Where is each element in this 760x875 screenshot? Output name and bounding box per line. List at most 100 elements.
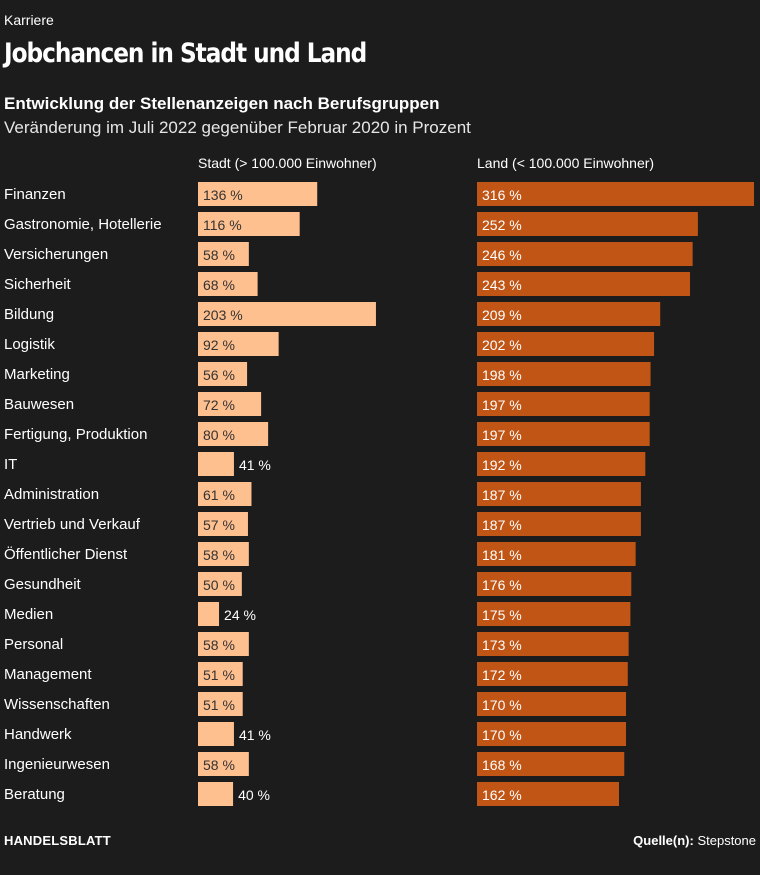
category-label: Sicherheit: [4, 276, 72, 293]
data-label: 116 %: [203, 217, 242, 233]
data-label: 192 %: [482, 457, 522, 473]
bar-land: [477, 242, 693, 266]
data-label: 246 %: [482, 247, 522, 263]
bar-stadt: [198, 422, 269, 446]
category-label: Bauwesen: [4, 396, 74, 413]
bar-stadt: [198, 542, 249, 566]
bar-stadt: [198, 662, 243, 686]
data-label: 197 %: [482, 427, 522, 443]
data-label: 58 %: [203, 547, 235, 563]
bar-stadt: [198, 602, 220, 626]
data-label: 136 %: [203, 187, 243, 203]
category-label: Marketing: [4, 366, 70, 383]
category-label: Administration: [4, 486, 99, 503]
data-label: 198 %: [482, 367, 522, 383]
bar-land: [477, 662, 628, 686]
bar-stadt: [198, 452, 234, 476]
category-label: Öffentlicher Dienst: [4, 545, 128, 563]
data-label: 92 %: [203, 337, 235, 353]
data-label: 173 %: [482, 637, 522, 653]
bar-stadt: [198, 512, 248, 536]
data-label: 203 %: [203, 307, 243, 323]
bar-land: [477, 302, 661, 326]
data-label: 72 %: [203, 397, 235, 413]
data-label: 80 %: [203, 427, 235, 443]
bar-land: [477, 452, 646, 476]
data-label: 170 %: [482, 727, 522, 743]
data-label: 202 %: [482, 337, 522, 353]
data-label: 175 %: [482, 607, 522, 623]
data-label: 243 %: [482, 277, 522, 293]
bar-stadt: [198, 482, 252, 506]
bar-land: [477, 212, 698, 236]
source-value: Stepstone: [697, 833, 756, 848]
data-label: 58 %: [203, 247, 235, 263]
data-label: 168 %: [482, 757, 522, 773]
chart-subtitle: Entwicklung der Stellenanzeigen nach Ber…: [4, 94, 440, 113]
category-label: Bildung: [4, 306, 54, 323]
bar-land: [477, 272, 691, 296]
bar-land: [477, 602, 631, 626]
bar-stadt: [198, 722, 234, 746]
bar-stadt: [198, 572, 242, 596]
bar-land: [477, 782, 620, 806]
bar-stadt: [198, 212, 300, 236]
category-label: Vertrieb und Verkauf: [4, 516, 141, 533]
bar-stadt: [198, 302, 376, 326]
data-label: 58 %: [203, 757, 235, 773]
category-label: Beratung: [4, 786, 65, 803]
category-label: IT: [4, 456, 17, 473]
bar-stadt: [198, 242, 249, 266]
data-label: 41 %: [239, 727, 271, 743]
bar-land: [477, 182, 754, 206]
category-label: Medien: [4, 606, 53, 623]
bar-land: [477, 632, 629, 656]
data-label: 170 %: [482, 697, 522, 713]
data-label: 316 %: [482, 187, 522, 203]
bar-land: [477, 512, 641, 536]
data-label: 58 %: [203, 637, 235, 653]
data-label: 197 %: [482, 397, 522, 413]
bar-stadt: [198, 632, 249, 656]
data-label: 57 %: [203, 517, 235, 533]
bar-land: [477, 332, 655, 356]
data-label: 187 %: [482, 487, 522, 503]
data-label: 56 %: [203, 367, 235, 383]
bar-stadt: [198, 392, 262, 416]
category-label: Personal: [4, 636, 63, 653]
kicker: Karriere: [4, 12, 54, 28]
bar-stadt: [198, 362, 248, 386]
bar-stadt: [198, 182, 318, 206]
data-label: 51 %: [203, 667, 235, 683]
data-label: 172 %: [482, 667, 522, 683]
data-label: 50 %: [203, 577, 235, 593]
bar-stadt: [198, 692, 243, 716]
bar-land: [477, 572, 632, 596]
chart-title: Jobchancen in Stadt und Land: [4, 38, 367, 69]
bar-land: [477, 752, 625, 776]
bar-land: [477, 692, 627, 716]
data-label: 209 %: [482, 307, 522, 323]
data-label: 51 %: [203, 697, 235, 713]
category-label: Ingenieurwesen: [4, 756, 110, 773]
data-label: 162 %: [482, 787, 522, 803]
category-label: Handwerk: [4, 726, 72, 743]
data-label: 181 %: [482, 547, 522, 563]
category-label: Versicherungen: [4, 246, 108, 263]
bar-stadt: [198, 332, 279, 356]
bar-stadt: [198, 272, 258, 296]
data-label: 187 %: [482, 517, 522, 533]
source-note: Quelle(n): Stepstone: [633, 833, 756, 848]
category-label: Gastronomie, Hotellerie: [4, 216, 162, 233]
data-label: 24 %: [224, 607, 256, 623]
data-label: 61 %: [203, 487, 235, 503]
bar-land: [477, 392, 650, 416]
bar-land: [477, 722, 627, 746]
category-label: Management: [4, 666, 92, 683]
bar-land: [477, 542, 636, 566]
bar-land: [477, 482, 641, 506]
brand-logo: HANDELSBLATT: [4, 833, 111, 848]
data-label: 176 %: [482, 577, 522, 593]
category-label: Gesundheit: [4, 576, 82, 593]
